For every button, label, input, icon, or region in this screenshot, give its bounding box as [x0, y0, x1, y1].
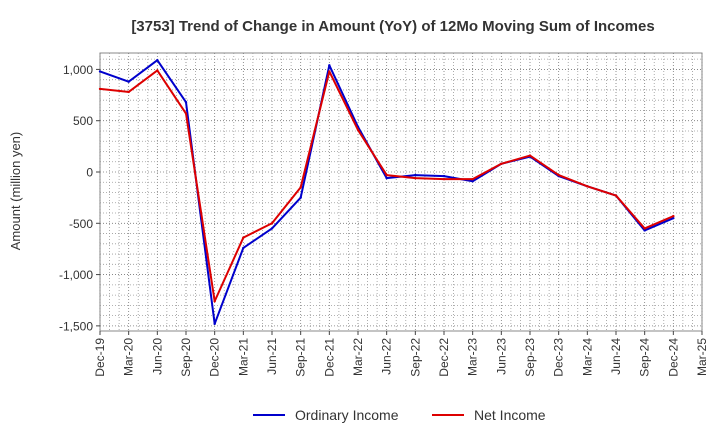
data-point	[414, 173, 417, 177]
x-tick-label: Dec-22	[437, 338, 451, 377]
data-point	[471, 180, 474, 183]
data-point	[586, 185, 589, 188]
data-point	[184, 112, 188, 115]
data-point	[299, 196, 302, 199]
x-tick-label: Sep-22	[408, 338, 422, 377]
data-point	[328, 70, 331, 73]
data-point	[643, 227, 646, 230]
data-point	[442, 177, 446, 181]
y-tick-label: 500	[73, 114, 93, 128]
data-point	[471, 177, 474, 181]
legend: Ordinary Income Net Income	[253, 407, 546, 423]
data-point	[156, 69, 159, 72]
chart-title: [3753] Trend of Change in Amount (YoY) o…	[131, 18, 654, 35]
x-tick-label: Jun-20	[150, 338, 164, 375]
data-point	[242, 236, 245, 239]
x-tick-label: Mar-24	[580, 338, 594, 376]
x-tick-label: Mar-22	[351, 338, 365, 376]
x-tick-label: Dec-23	[552, 338, 566, 377]
x-tick-label: Mar-23	[466, 338, 480, 376]
plot-area	[99, 52, 703, 332]
data-point	[184, 101, 188, 104]
x-tick-label: Sep-20	[179, 338, 193, 377]
x-tick-label: Sep-21	[294, 338, 308, 377]
x-tick-label: Sep-24	[638, 338, 652, 377]
data-point	[414, 176, 417, 180]
y-tick-label: 0	[86, 165, 93, 179]
x-tick-label: Jun-21	[265, 338, 279, 375]
x-tick-label: Mar-21	[236, 338, 250, 376]
x-tick-label: Sep-23	[523, 338, 537, 377]
x-tick-label: Jun-22	[380, 338, 394, 375]
x-tick-label: Mar-20	[122, 338, 136, 376]
data-point	[156, 58, 159, 62]
series-layer	[98, 58, 675, 326]
x-tick-label: Jun-24	[609, 338, 623, 375]
x-tick-label: Dec-24	[666, 338, 680, 377]
data-point	[127, 80, 130, 83]
data-point	[213, 300, 216, 303]
y-tick-label: -500	[69, 217, 93, 231]
data-point	[270, 222, 274, 225]
data-point	[127, 90, 130, 94]
data-point	[385, 173, 388, 177]
data-point	[213, 322, 216, 326]
data-point	[242, 246, 245, 250]
data-point	[643, 229, 646, 232]
x-tick-label: Dec-21	[322, 338, 336, 377]
legend-label-0: Ordinary Income	[295, 407, 399, 423]
data-point	[557, 173, 560, 177]
data-point	[442, 174, 446, 178]
y-axis-label: Amount (million yen)	[8, 132, 23, 251]
data-point	[328, 64, 331, 67]
data-point	[614, 194, 618, 197]
data-point	[528, 154, 532, 157]
data-point	[672, 214, 675, 218]
x-tick-label: Dec-20	[208, 338, 222, 377]
data-point	[299, 186, 302, 189]
data-point	[672, 216, 675, 220]
legend-label-1: Net Income	[474, 407, 546, 423]
data-point	[500, 162, 503, 165]
data-point	[270, 227, 274, 230]
data-point	[98, 87, 102, 91]
y-tick-label: 1,000	[63, 63, 93, 77]
data-point	[356, 128, 360, 132]
data-point	[98, 70, 102, 73]
y-tick-label: -1,000	[59, 268, 93, 282]
y-tick-label: -1,500	[59, 319, 93, 333]
x-tick-label: Dec-19	[93, 338, 107, 377]
x-tick-label: Mar-25	[695, 338, 709, 376]
grid-layer	[99, 52, 703, 332]
data-point	[385, 176, 388, 180]
x-tick-label: Jun-23	[494, 338, 508, 375]
